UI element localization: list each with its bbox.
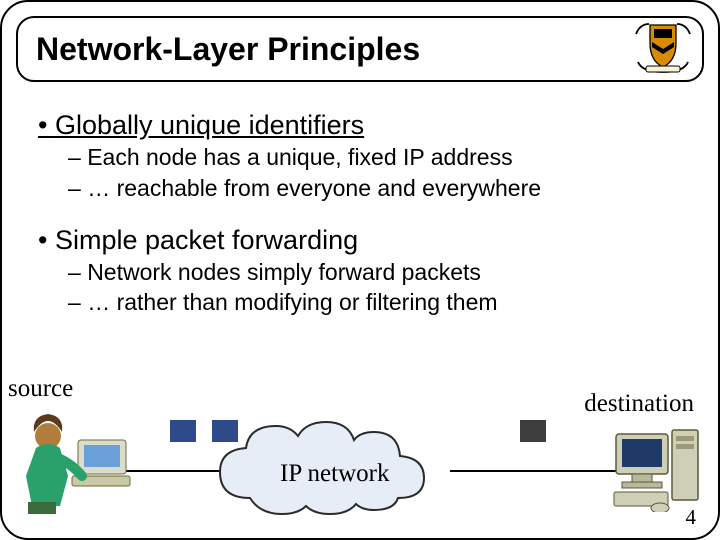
slide: Network-Layer Principles • Globally uniq…	[0, 0, 720, 540]
bullet-1-sub-1: – Each node has a unique, fixed IP addre…	[68, 143, 696, 172]
destination-label: destination	[584, 390, 694, 418]
bullet-2-sub-2: – … rather than modifying or filtering t…	[68, 288, 696, 317]
bullet-1-text: Globally unique identifiers	[55, 110, 364, 140]
network-diagram: source destination	[2, 370, 720, 530]
bullet-2-text: Simple packet forwarding	[55, 225, 358, 255]
bullet-2: • Simple packet forwarding	[38, 225, 696, 256]
source-label: source	[8, 375, 73, 403]
desktop-pc-icon	[612, 428, 702, 512]
bullet-1: • Globally unique identifiers	[38, 110, 696, 141]
cloud-label: IP network	[280, 460, 389, 488]
slide-title: Network-Layer Principles	[36, 31, 420, 68]
router-icon	[170, 420, 196, 442]
page-number: 4	[686, 505, 697, 530]
slide-body: • Globally unique identifiers – Each nod…	[38, 100, 696, 317]
person-at-computer-icon	[14, 410, 134, 520]
bullet-2-sub-1: – Network nodes simply forward packets	[68, 258, 696, 287]
link-line	[122, 470, 222, 472]
bullet-1-sub-2: – … reachable from everyone and everywhe…	[68, 174, 696, 203]
title-container: Network-Layer Principles	[16, 16, 704, 82]
router-icon	[520, 420, 546, 442]
link-line	[450, 470, 620, 472]
princeton-shield-icon	[632, 22, 694, 74]
